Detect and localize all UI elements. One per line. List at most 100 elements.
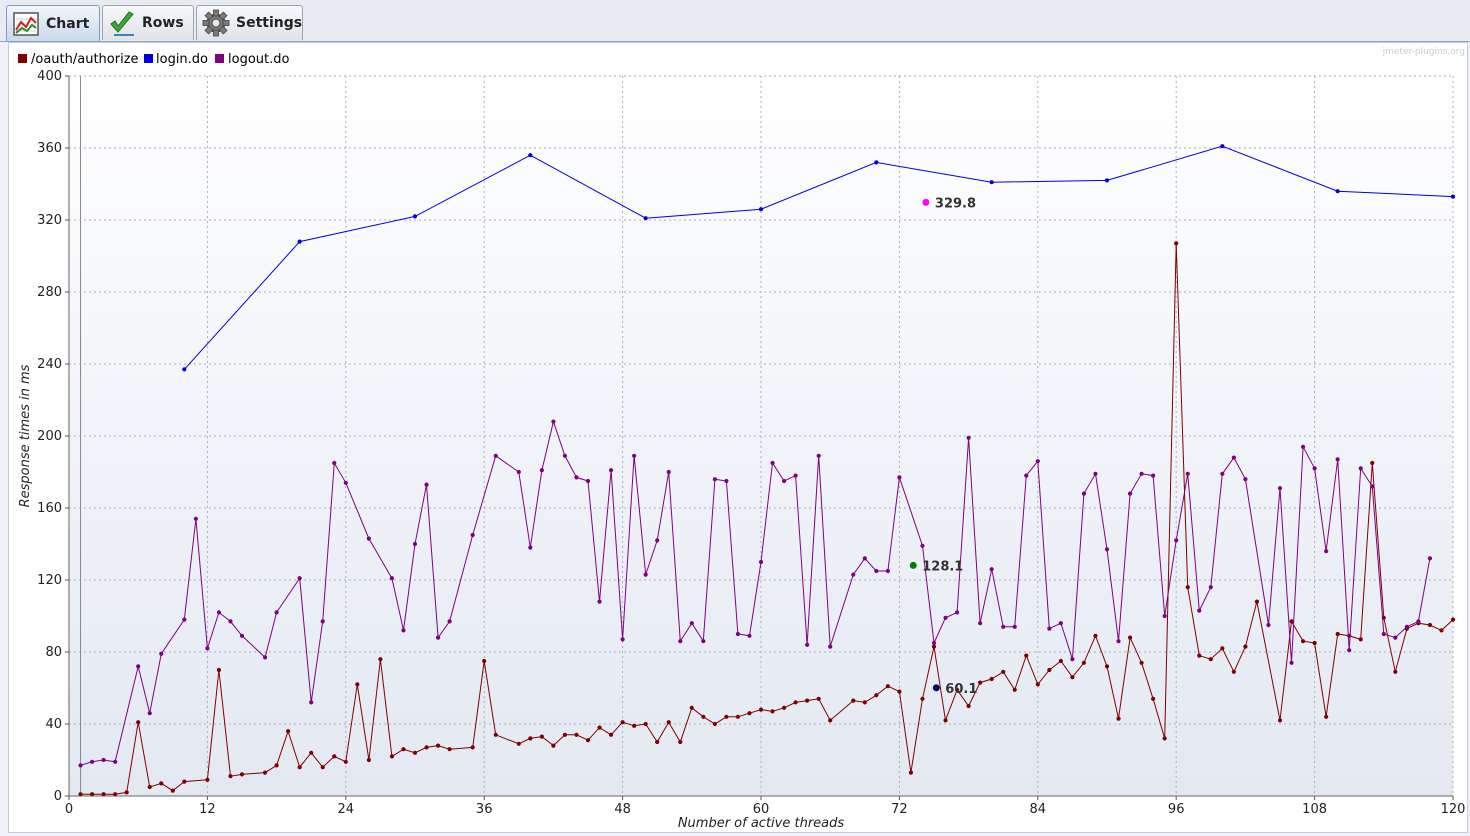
- data-point: [343, 759, 348, 764]
- data-point: [793, 700, 798, 705]
- data-point: [770, 460, 775, 466]
- series-layer: [78, 144, 1456, 797]
- data-point: [1185, 585, 1190, 590]
- y-tick-label: 160: [37, 501, 62, 516]
- data-point: [412, 750, 418, 755]
- data-point: [1001, 624, 1006, 629]
- data-point: [978, 680, 983, 685]
- y-tick-label: 400: [37, 69, 62, 84]
- chart-panel: jmeter-plugins.org /oauth/authorize logi…: [8, 42, 1468, 833]
- data-point: [205, 777, 210, 782]
- series-1: [182, 144, 1456, 372]
- data-point: [1220, 646, 1225, 651]
- data-point: [1277, 718, 1283, 723]
- data-point: [758, 207, 764, 212]
- data-point: [874, 568, 879, 574]
- data-point: [239, 772, 245, 777]
- data-point: [401, 628, 406, 633]
- data-point: [389, 576, 395, 581]
- x-tick-label: 60: [753, 802, 770, 817]
- value-marker: 60.1: [932, 682, 977, 697]
- x-tick-label: 120: [1441, 802, 1466, 817]
- data-point: [1243, 644, 1248, 649]
- data-point: [228, 619, 233, 624]
- data-point: [851, 572, 856, 577]
- x-tick-label: 48: [614, 802, 631, 817]
- tab-rows[interactable]: Rows: [102, 5, 194, 40]
- data-point: [747, 711, 752, 716]
- data-point: [874, 693, 879, 698]
- data-point: [989, 180, 994, 185]
- data-point: [620, 720, 625, 725]
- data-point: [1289, 660, 1294, 665]
- y-tick-label: 360: [37, 141, 62, 156]
- data-point: [1393, 635, 1398, 640]
- data-point: [978, 621, 983, 626]
- data-point: [1151, 696, 1156, 701]
- data-point: [1370, 460, 1375, 466]
- tab-rows-label: Rows: [142, 15, 184, 31]
- data-point: [1093, 471, 1098, 476]
- series-line: [80, 243, 1454, 795]
- data-point: [931, 640, 937, 646]
- data-point: [1231, 669, 1236, 674]
- data-point: [666, 469, 671, 475]
- data-point: [1324, 549, 1329, 554]
- data-point: [1116, 716, 1121, 721]
- data-point: [1104, 547, 1110, 552]
- data-point: [170, 788, 175, 793]
- data-point: [309, 750, 314, 755]
- data-point: [1081, 491, 1087, 496]
- data-point: [1139, 660, 1144, 665]
- data-point: [216, 610, 222, 615]
- data-point: [574, 475, 579, 480]
- data-point: [1427, 622, 1433, 628]
- tab-chart-label: Chart: [46, 15, 90, 32]
- y-tick-label: 120: [37, 573, 62, 588]
- marker-dot: [909, 561, 917, 569]
- data-point: [101, 792, 106, 797]
- data-point: [136, 720, 141, 725]
- data-point: [262, 770, 268, 775]
- data-point: [89, 792, 95, 797]
- data-point: [805, 698, 810, 703]
- data-point: [1450, 617, 1456, 622]
- data-point: [1185, 471, 1190, 476]
- data-point: [1220, 144, 1225, 149]
- tab-settings[interactable]: Settings: [196, 5, 303, 40]
- data-point: [1127, 635, 1133, 640]
- response-time-chart[interactable]: jmeter-plugins.org /oauth/authorize logi…: [9, 43, 1467, 832]
- data-point: [781, 478, 787, 484]
- data-point: [1335, 631, 1340, 637]
- data-point: [862, 700, 867, 705]
- data-point: [147, 784, 152, 790]
- data-point: [101, 757, 106, 763]
- y-tick-label: 280: [37, 285, 62, 300]
- marker-dot: [932, 684, 940, 692]
- data-point: [1070, 675, 1075, 680]
- data-point: [320, 765, 325, 770]
- data-point: [78, 763, 83, 768]
- data-point: [539, 468, 544, 473]
- data-point: [332, 460, 337, 466]
- data-point: [724, 714, 729, 719]
- data-point: [989, 676, 994, 682]
- x-tick-label: 12: [199, 802, 216, 817]
- data-point: [1012, 687, 1017, 692]
- data-point: [136, 664, 141, 669]
- x-tick-label: 36: [476, 802, 493, 817]
- data-point: [643, 721, 648, 727]
- tab-chart[interactable]: Chart: [6, 5, 100, 41]
- data-point: [1370, 484, 1375, 489]
- marker-dot: [922, 198, 930, 206]
- data-point: [943, 615, 948, 620]
- y-tick-label: 200: [37, 429, 62, 444]
- data-point: [1393, 669, 1398, 674]
- data-point: [1197, 653, 1202, 658]
- gear-icon: [202, 9, 230, 37]
- data-point: [1404, 624, 1409, 629]
- legend-label-oauth: /oauth/authorize: [31, 52, 139, 67]
- data-point: [332, 754, 337, 759]
- data-point: [1093, 633, 1098, 638]
- data-point: [1208, 657, 1213, 662]
